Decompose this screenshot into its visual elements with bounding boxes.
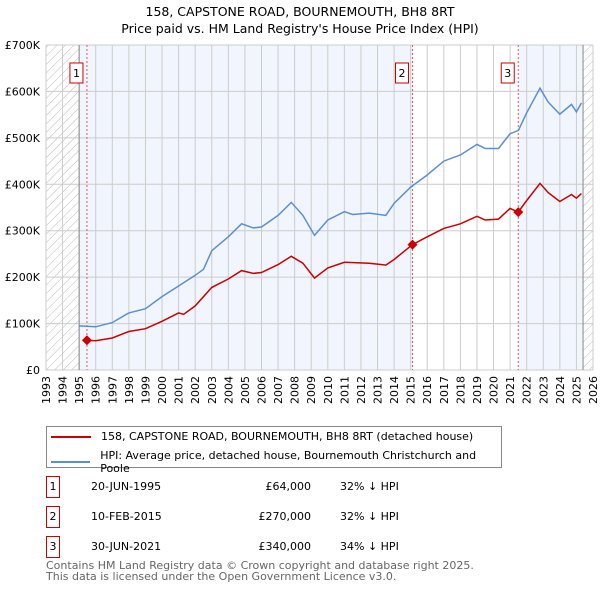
x-tick-label: 2021	[504, 376, 517, 404]
sale-point	[513, 207, 524, 218]
sale-label: 3	[504, 67, 511, 80]
x-tick-label: 2025	[570, 376, 583, 404]
table-row: 3 30-JUN-2021 £340,000 34% ↓ HPI	[46, 536, 546, 558]
x-tick-label: 2006	[255, 376, 268, 404]
legend-item-property: 158, CAPSTONE ROAD, BOURNEMOUTH, BH8 8RT…	[51, 430, 473, 443]
x-tick-label: 1994	[57, 376, 70, 404]
legend-label: HPI: Average price, detached house, Bour…	[100, 449, 477, 475]
sale-marker-box: 3	[46, 536, 60, 558]
sale-date: 20-JUN-1995	[91, 480, 162, 493]
y-tick-label: £200K	[5, 271, 41, 284]
chart-subtitle: Price paid vs. HM Land Registry's House …	[121, 21, 479, 36]
x-tick-label: 2004	[222, 376, 235, 404]
x-tick-label: 1993	[40, 376, 53, 404]
x-tick-label: 1997	[106, 376, 119, 404]
sale-label: 2	[398, 67, 405, 80]
x-tick-label: 1996	[90, 376, 103, 404]
sale-label-box	[69, 62, 84, 84]
y-tick-label: £100K	[5, 318, 41, 331]
sale-price: £340,000	[258, 540, 312, 553]
series-line	[79, 86, 583, 328]
price-chart: 1993 1994 1995 1996 1997 1998 1999 2000 2001 2002…	[5, 39, 600, 404]
x-tick-label: 2015	[405, 376, 418, 404]
x-tick-label: 2019	[471, 376, 484, 404]
sale-label: 1	[73, 67, 80, 80]
y-tick-label: £700K	[5, 39, 41, 52]
sale-price: £270,000	[258, 510, 312, 523]
sale-date: 10-FEB-2015	[91, 510, 162, 523]
x-tick-label: 2007	[272, 376, 285, 404]
x-tick-label: 2026	[587, 376, 600, 404]
footer-copyright: Contains HM Land Registry data © Crown c…	[46, 559, 474, 572]
x-tick-label: 2020	[488, 376, 501, 404]
x-tick-label: 2024	[554, 376, 567, 404]
x-tick-label: 2023	[537, 376, 550, 404]
x-tick-label: 1998	[123, 376, 136, 404]
ownership-period-shade	[79, 45, 413, 370]
x-tick-label: 2001	[173, 376, 186, 404]
y-tick-label: £300K	[5, 225, 41, 238]
x-tick-label: 1999	[139, 376, 152, 404]
sale-hpi-diff: 32% ↓ HPI	[340, 510, 399, 523]
sale-marker-box: 1	[46, 476, 60, 498]
footer: Contains HM Land Registry data © Crown c…	[46, 560, 474, 582]
sale-hpi-diff: 34% ↓ HPI	[340, 540, 399, 553]
table-row: 1 20-JUN-1995 £64,000 32% ↓ HPI	[46, 476, 546, 498]
sale-hpi-diff: 32% ↓ HPI	[340, 480, 399, 493]
x-tick-label: 2000	[156, 376, 169, 404]
x-tick-label: 2005	[239, 376, 252, 404]
table-row: 2 10-FEB-2015 £270,000 32% ↓ HPI	[46, 506, 546, 528]
legend-red-line	[51, 435, 91, 438]
x-tick-label: 2002	[189, 376, 202, 404]
sale-date: 30-JUN-2021	[91, 540, 162, 553]
x-tick-label: 1995	[73, 376, 86, 404]
legend-item-hpi: HPI: Average price, detached house, Bour…	[51, 449, 501, 475]
x-tick-label: 2016	[421, 376, 434, 404]
legend-label: 158, CAPSTONE ROAD, BOURNEMOUTH, BH8 8RT…	[101, 430, 474, 443]
x-tick-label: 2014	[388, 376, 401, 404]
series-line	[86, 182, 582, 342]
x-tick-label: 2009	[305, 376, 318, 404]
x-tick-label: 2018	[454, 376, 467, 404]
chart-title: 158, CAPSTONE ROAD, BOURNEMOUTH, BH8 8RT	[145, 4, 455, 19]
sale-point	[81, 335, 92, 346]
x-tick-label: 2013	[372, 376, 385, 404]
x-tick-label: 2008	[289, 376, 302, 404]
sale-label-box	[500, 62, 515, 84]
legend: 158, CAPSTONE ROAD, BOURNEMOUTH, BH8 8RT…	[46, 426, 502, 475]
footer-licence: This data is licensed under the Open Gov…	[46, 570, 397, 583]
no-data-hatch-right	[583, 45, 593, 370]
y-tick-label: £500K	[5, 132, 41, 145]
sale-price: £64,000	[265, 480, 312, 493]
y-tick-label: £400K	[5, 178, 41, 191]
y-tick-label: £600K	[5, 85, 41, 98]
x-tick-label: 2003	[206, 376, 219, 404]
x-tick-label: 2010	[322, 376, 335, 404]
sale-label-box	[394, 62, 409, 84]
y-tick-label: £0	[26, 364, 40, 377]
ownership-period-shade	[518, 45, 584, 370]
x-tick-label: 2011	[338, 376, 351, 404]
x-tick-label: 2017	[438, 376, 451, 404]
sale-marker-box: 2	[46, 506, 60, 528]
sale-point	[407, 239, 418, 250]
x-tick-label: 2022	[521, 376, 534, 404]
x-tick-label: 2012	[355, 376, 368, 404]
legend-blue-line	[51, 461, 91, 463]
